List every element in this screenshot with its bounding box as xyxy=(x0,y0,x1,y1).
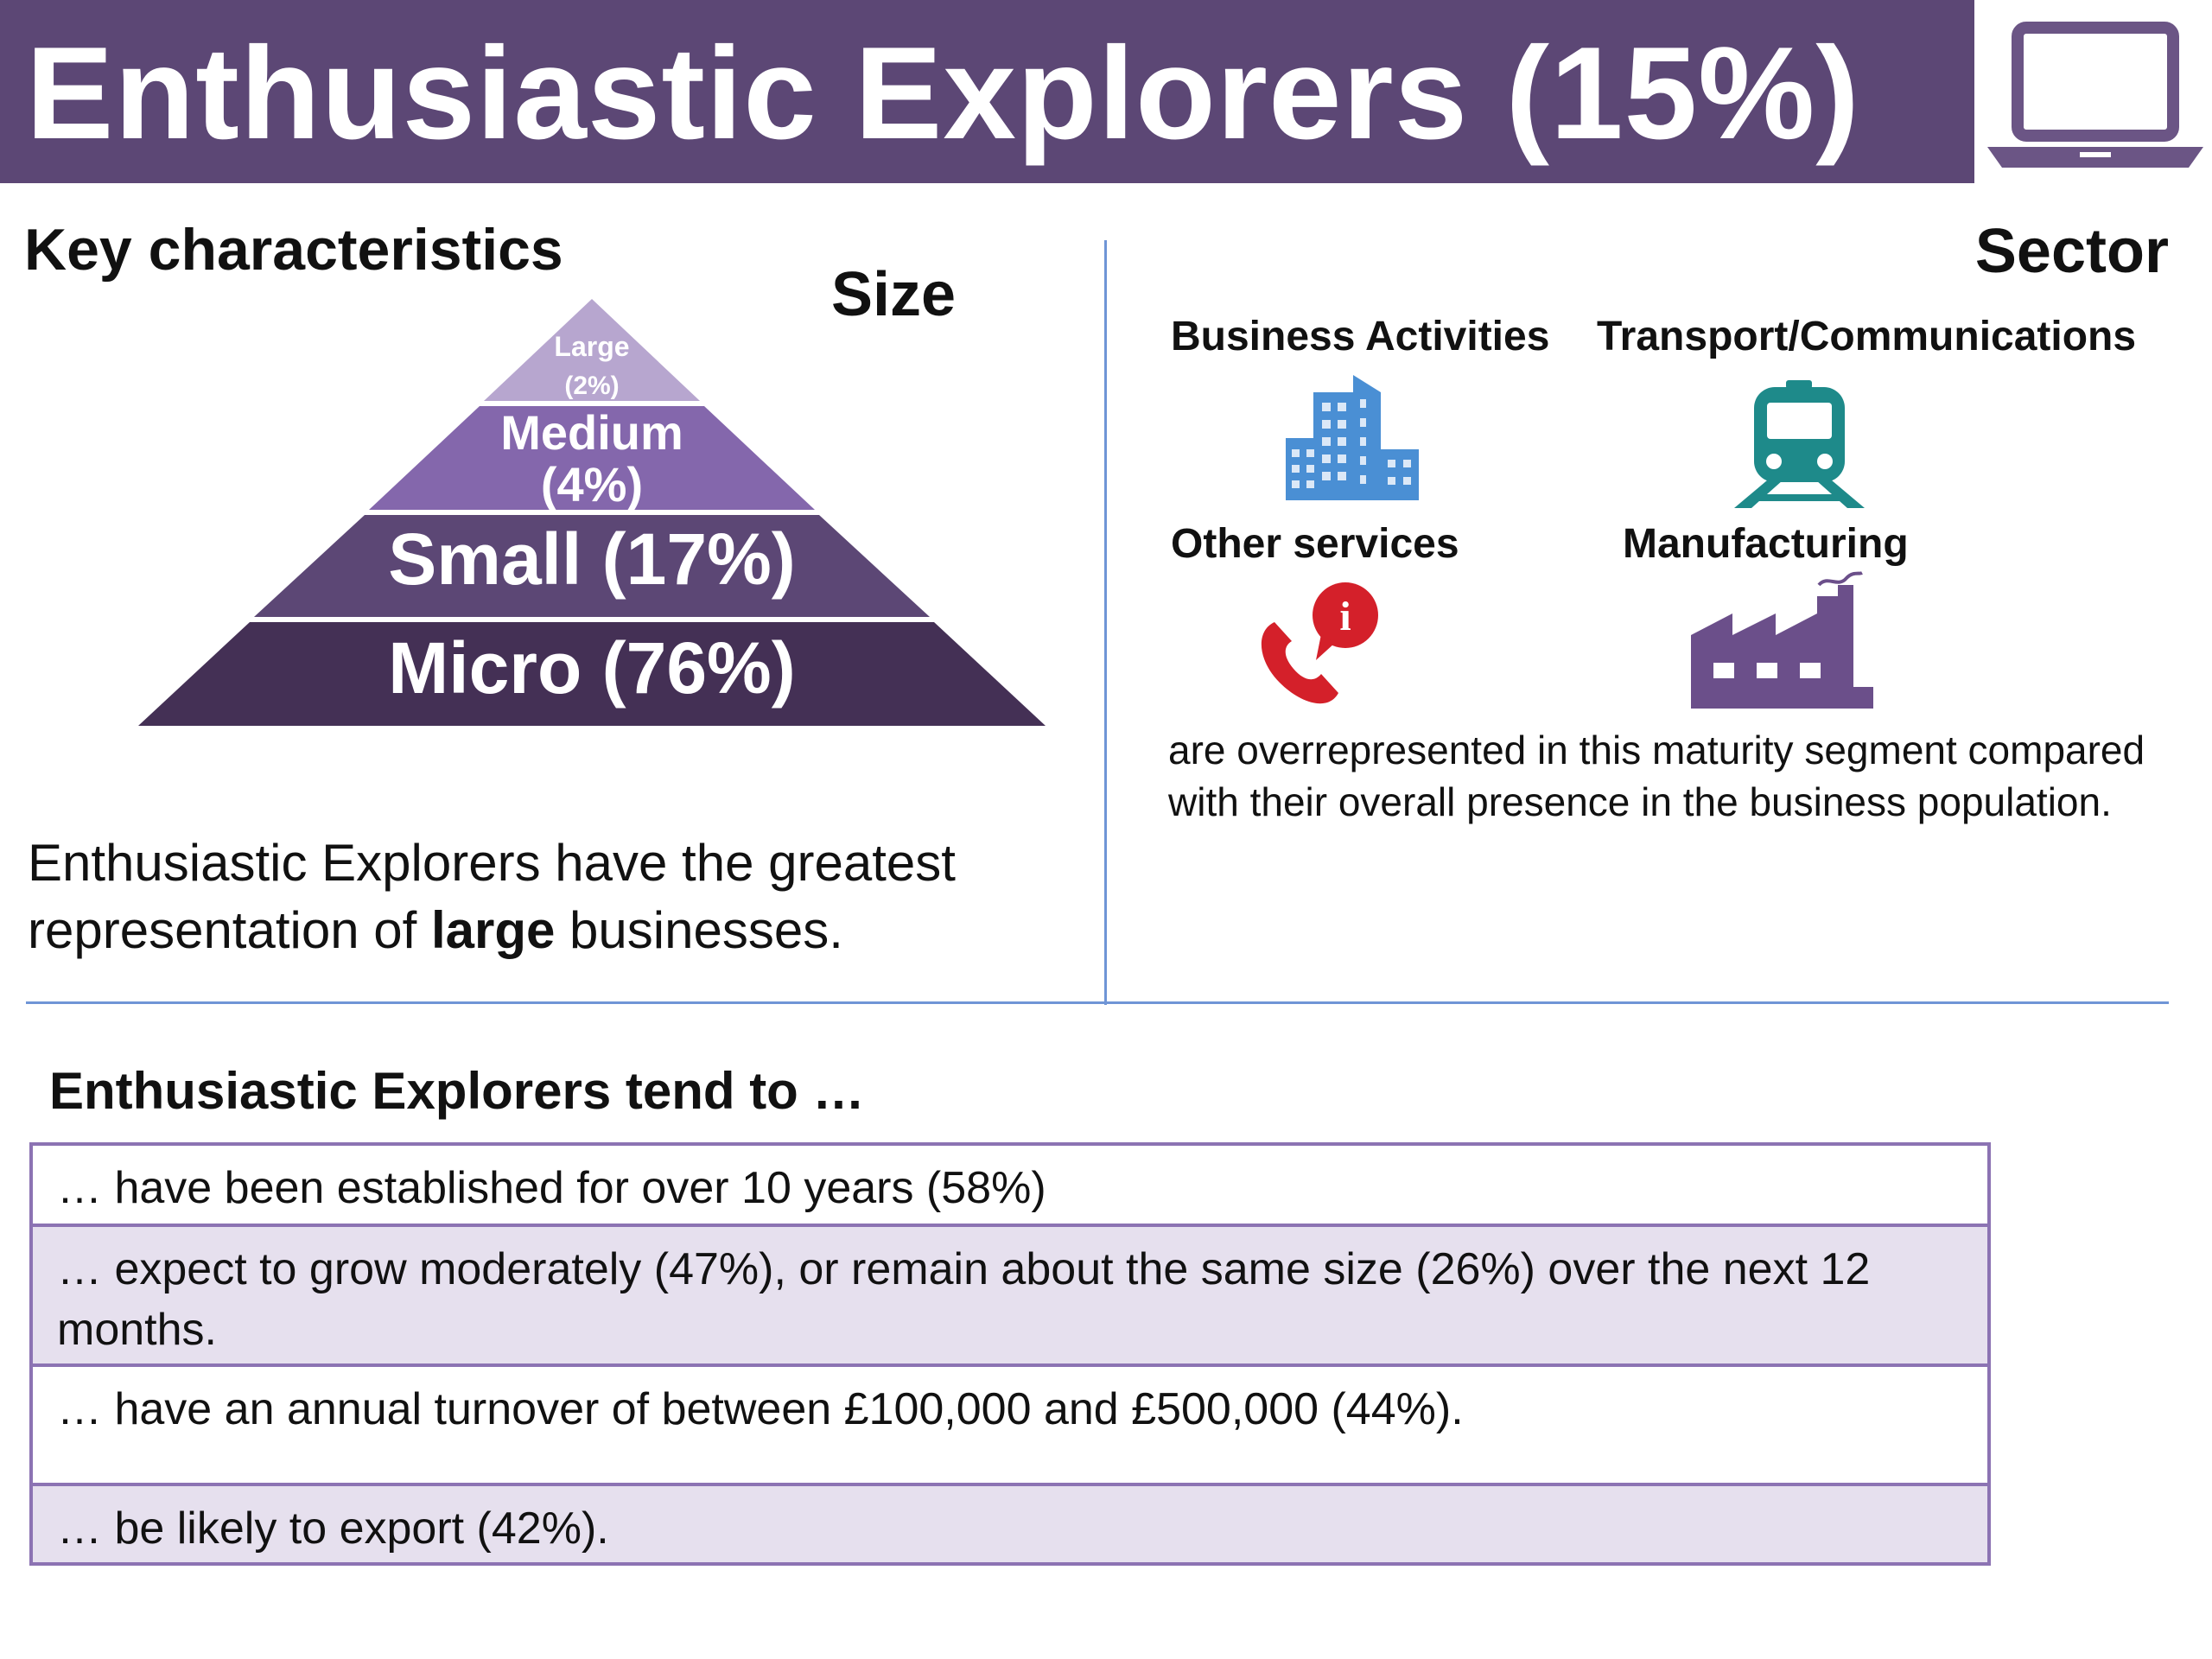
vertical-divider xyxy=(1104,240,1107,1005)
header-band xyxy=(0,0,1974,183)
tendencies-table: … have been established for over 10 year… xyxy=(29,1142,1991,1566)
svg-text:i: i xyxy=(1339,594,1351,639)
pyramid-label-micro: Micro (76%) xyxy=(388,627,795,709)
pyramid-tier-large xyxy=(484,299,700,401)
pyramid-pct-large: (2%) xyxy=(564,372,619,400)
office-buildings-icon xyxy=(1286,375,1419,500)
key-characteristics-title: Key characteristics xyxy=(24,217,563,283)
size-note-text: Enthusiastic Explorers have the greatest… xyxy=(28,834,956,959)
tendency-row: … have been established for over 10 year… xyxy=(57,1163,1046,1213)
tendencies-title: Enthusiastic Explorers tend to … xyxy=(49,1062,865,1120)
size-pyramid: Large (2%) Medium (4%) Small (17%) Micro… xyxy=(138,299,1046,726)
laptop-icon xyxy=(1987,22,2203,168)
horizontal-divider xyxy=(26,1001,2169,1004)
size-title: Size xyxy=(831,260,957,329)
sector-label-other-services: Other services xyxy=(1171,521,1459,567)
sector-label-business-activities: Business Activities xyxy=(1171,314,1550,359)
row-separator xyxy=(33,1483,1987,1486)
tendency-row: … be likely to export (42%). xyxy=(33,1486,1987,1562)
row-separator xyxy=(33,1363,1987,1367)
page-title: Enthusiastic Explorers (15%) xyxy=(26,20,1860,167)
sector-label-manufacturing: Manufacturing xyxy=(1623,521,1909,567)
size-note-end: businesses. xyxy=(555,901,843,959)
factory-icon xyxy=(1691,571,1873,709)
sector-label-transport: Transport/Communications xyxy=(1597,314,2137,359)
pyramid-label-small: Small (17%) xyxy=(388,518,796,600)
pyramid-tier-medium xyxy=(369,406,815,510)
pyramid-label-medium: Medium xyxy=(500,405,683,460)
tendency-row: … expect to grow moderately (47%), or re… xyxy=(33,1227,1987,1363)
pyramid-tier-micro xyxy=(138,622,1046,726)
phone-info-icon: i xyxy=(1261,582,1378,704)
tendency-row: … have an annual turnover of between £10… xyxy=(57,1384,1464,1434)
train-icon xyxy=(1734,380,1865,508)
sector-title: Sector xyxy=(1974,217,2169,286)
size-note-bold: large xyxy=(430,901,556,959)
pyramid-pct-medium: (4%) xyxy=(541,457,643,512)
row-separator xyxy=(33,1224,1987,1227)
pyramid-label-large: Large xyxy=(554,331,629,362)
sector-note: are overrepresented in this maturity seg… xyxy=(1168,728,2145,824)
pyramid-tier-small xyxy=(254,515,930,617)
size-note: Enthusiastic Explorers have the greatest… xyxy=(28,830,1082,964)
